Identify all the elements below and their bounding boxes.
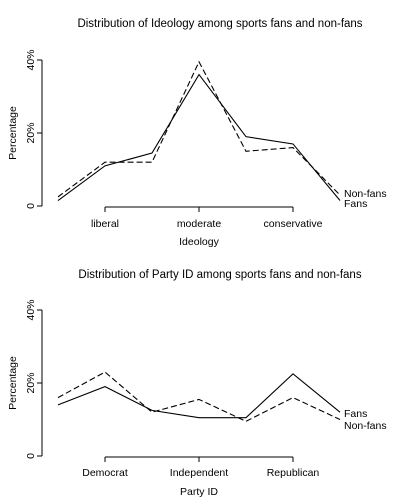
series-label-fans: Fans xyxy=(344,198,367,210)
chart-title: Distribution of Ideology among sports fa… xyxy=(77,18,362,30)
series-line-fans xyxy=(57,73,341,201)
x-tick-label: Democrat xyxy=(82,467,128,479)
y-axis-label: Percentage xyxy=(7,106,19,160)
series-label-non-fans: Non-fans xyxy=(344,188,387,200)
series-line-non-fans xyxy=(57,371,341,422)
chart-title: Distribution of Party ID among sports fa… xyxy=(78,269,361,281)
y-tick-label: 0 xyxy=(25,453,37,459)
y-tick-label: 40% xyxy=(25,299,37,320)
series-label-non-fans: Non-fans xyxy=(344,420,387,432)
y-tick-label: 40% xyxy=(25,49,37,70)
x-tick-label: conservative xyxy=(264,218,323,230)
x-tick-label: Independent xyxy=(170,467,228,479)
y-tick-label: 20% xyxy=(25,122,37,143)
y-tick-label: 20% xyxy=(25,372,37,393)
series-label-fans: Fans xyxy=(344,408,367,420)
y-axis-label: Percentage xyxy=(7,356,19,410)
y-tick-label: 0 xyxy=(25,203,37,209)
chart-ideology: Distribution of Ideology among sports fa… xyxy=(7,18,387,248)
x-axis-label: Ideology xyxy=(179,236,219,248)
x-axis-label: Party ID xyxy=(180,486,218,498)
x-tick-label: moderate xyxy=(177,218,222,230)
x-tick-label: Republican xyxy=(267,467,320,479)
chart-party-id: Distribution of Party ID among sports fa… xyxy=(7,269,387,498)
series-line-fans xyxy=(57,373,341,419)
series-line-non-fans xyxy=(57,60,341,198)
x-tick-label: liberal xyxy=(91,218,119,230)
